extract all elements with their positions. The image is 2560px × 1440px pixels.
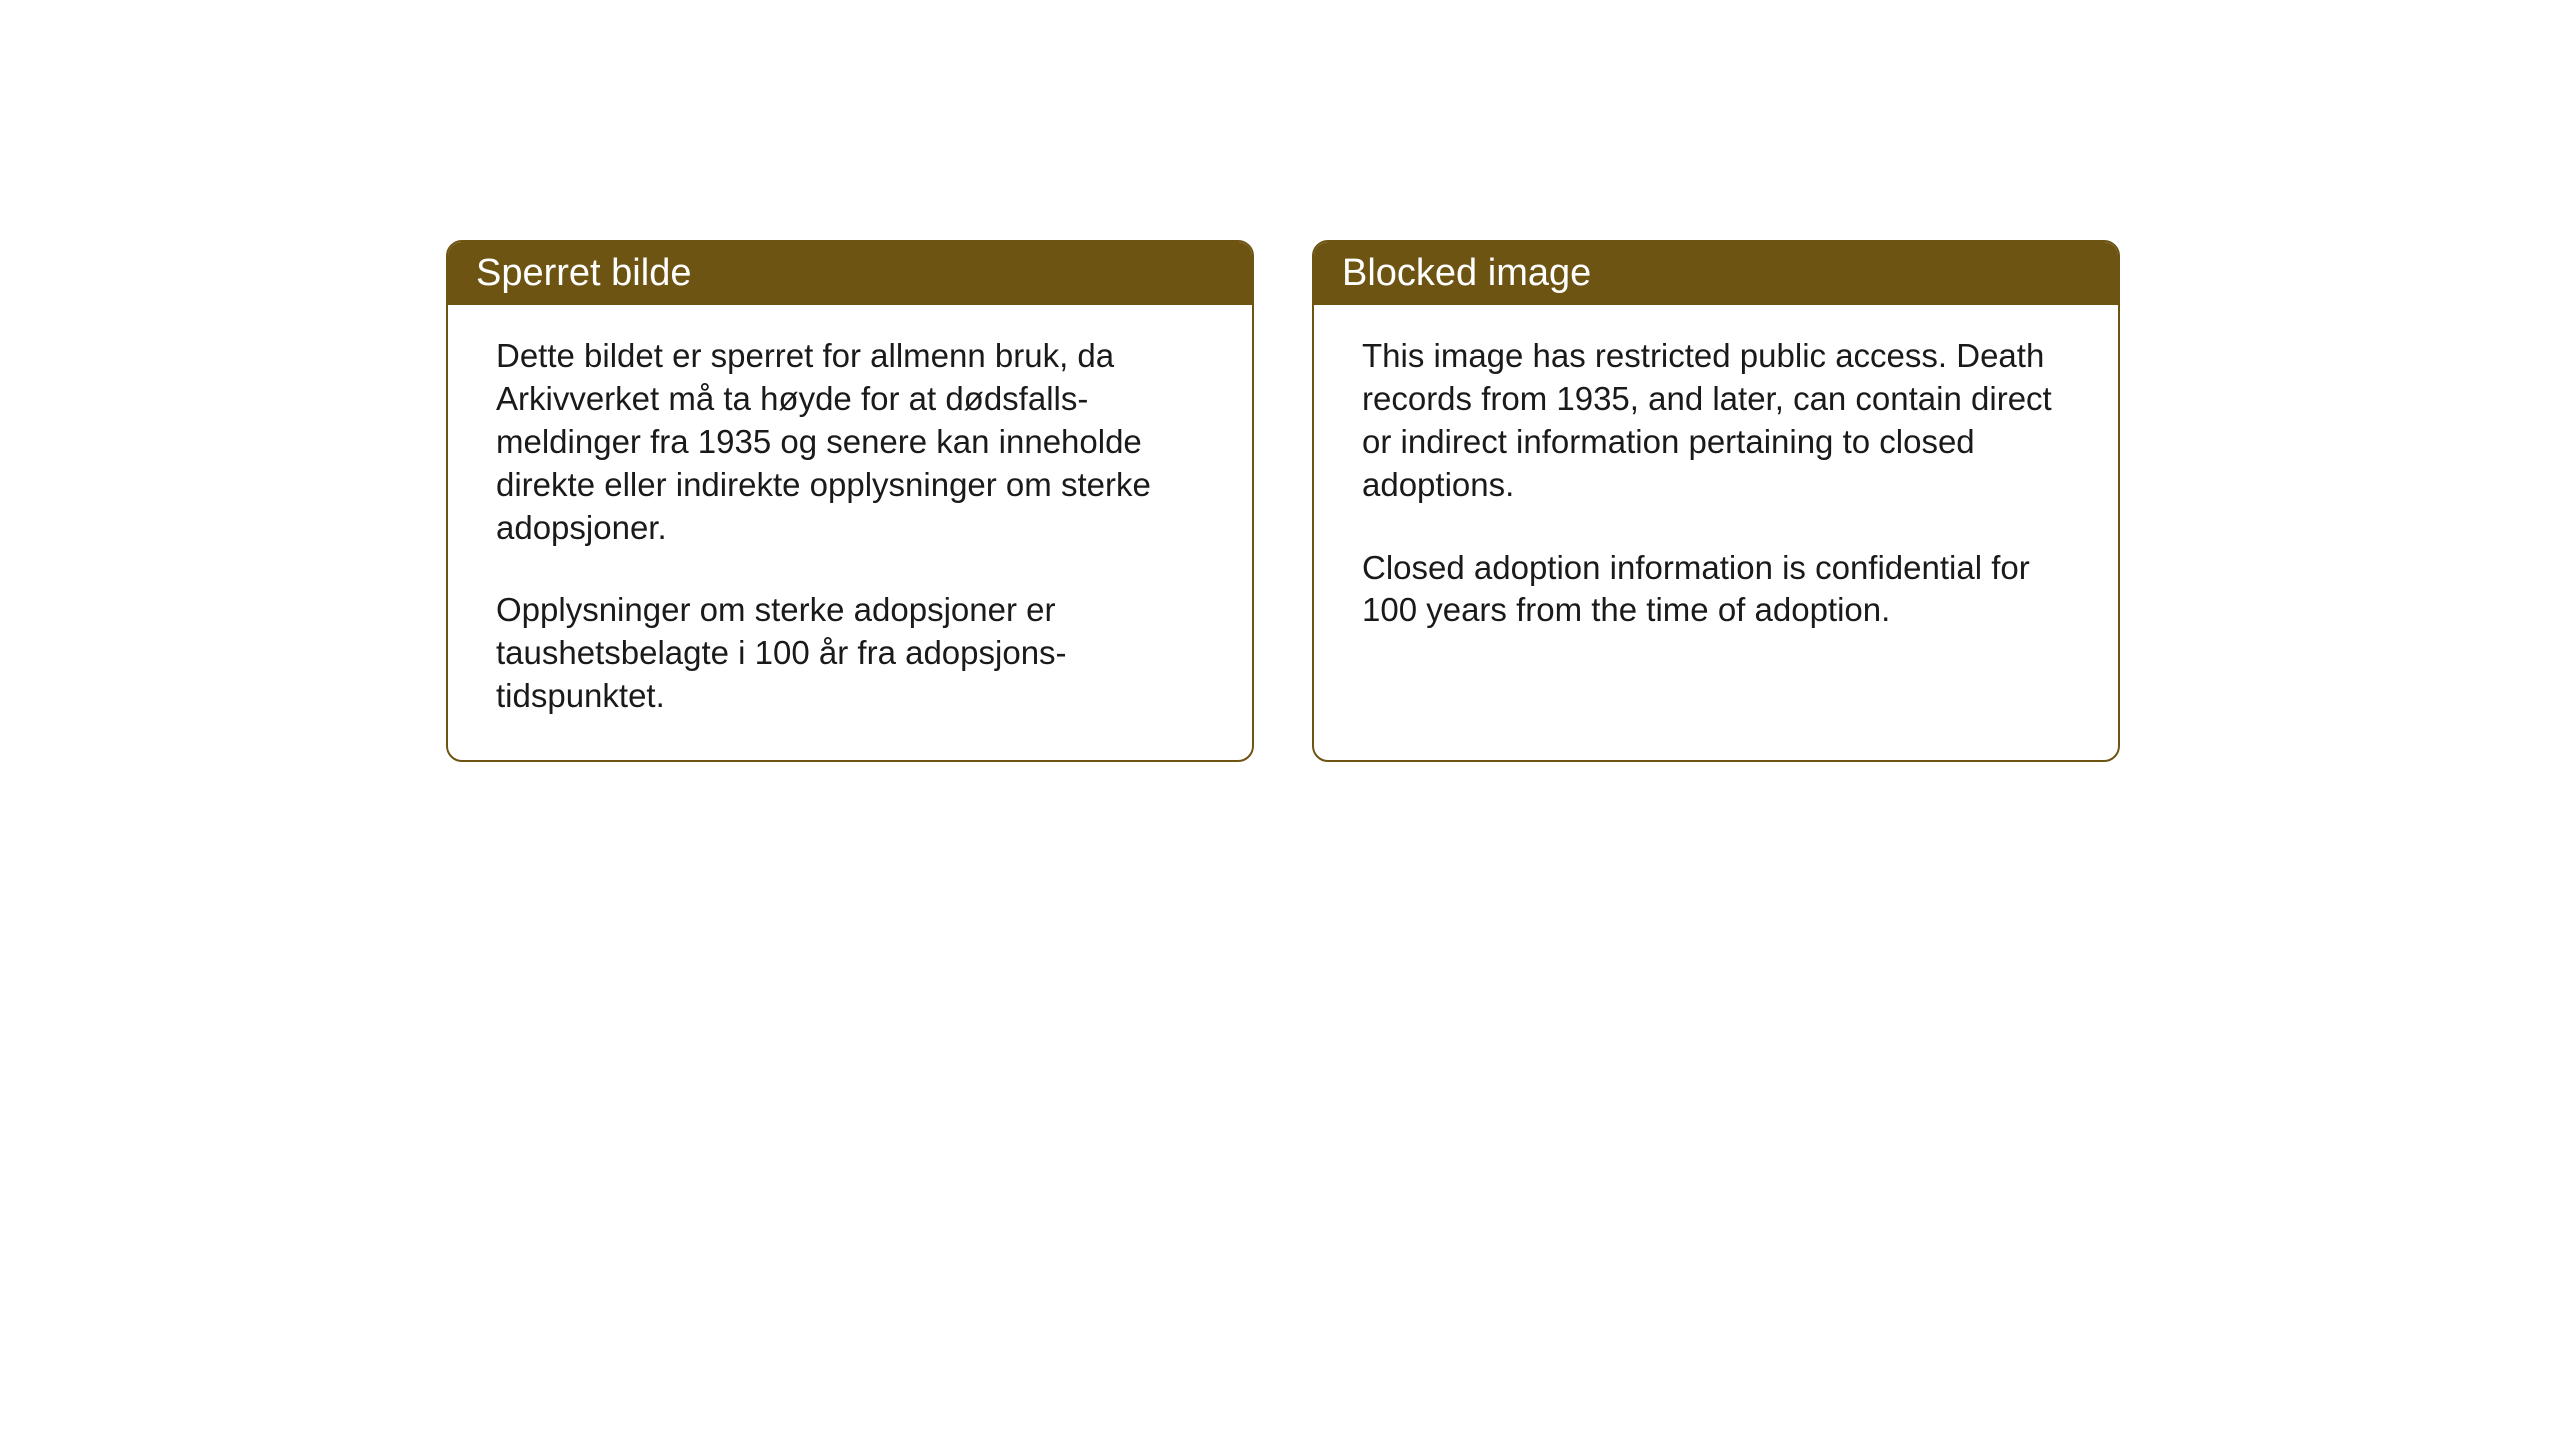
notice-paragraph: Dette bildet er sperret for allmenn bruk… (496, 335, 1204, 549)
notice-title-english: Blocked image (1314, 242, 2118, 305)
notice-paragraph: Opplysninger om sterke adopsjoner er tau… (496, 589, 1204, 718)
notice-paragraph: Closed adoption information is confident… (1362, 547, 2070, 633)
notice-container: Sperret bilde Dette bildet er sperret fo… (446, 240, 2120, 762)
notice-card-english: Blocked image This image has restricted … (1312, 240, 2120, 762)
notice-paragraph: This image has restricted public access.… (1362, 335, 2070, 507)
notice-body-english: This image has restricted public access.… (1314, 305, 2118, 674)
notice-title-norwegian: Sperret bilde (448, 242, 1252, 305)
notice-body-norwegian: Dette bildet er sperret for allmenn bruk… (448, 305, 1252, 760)
notice-card-norwegian: Sperret bilde Dette bildet er sperret fo… (446, 240, 1254, 762)
